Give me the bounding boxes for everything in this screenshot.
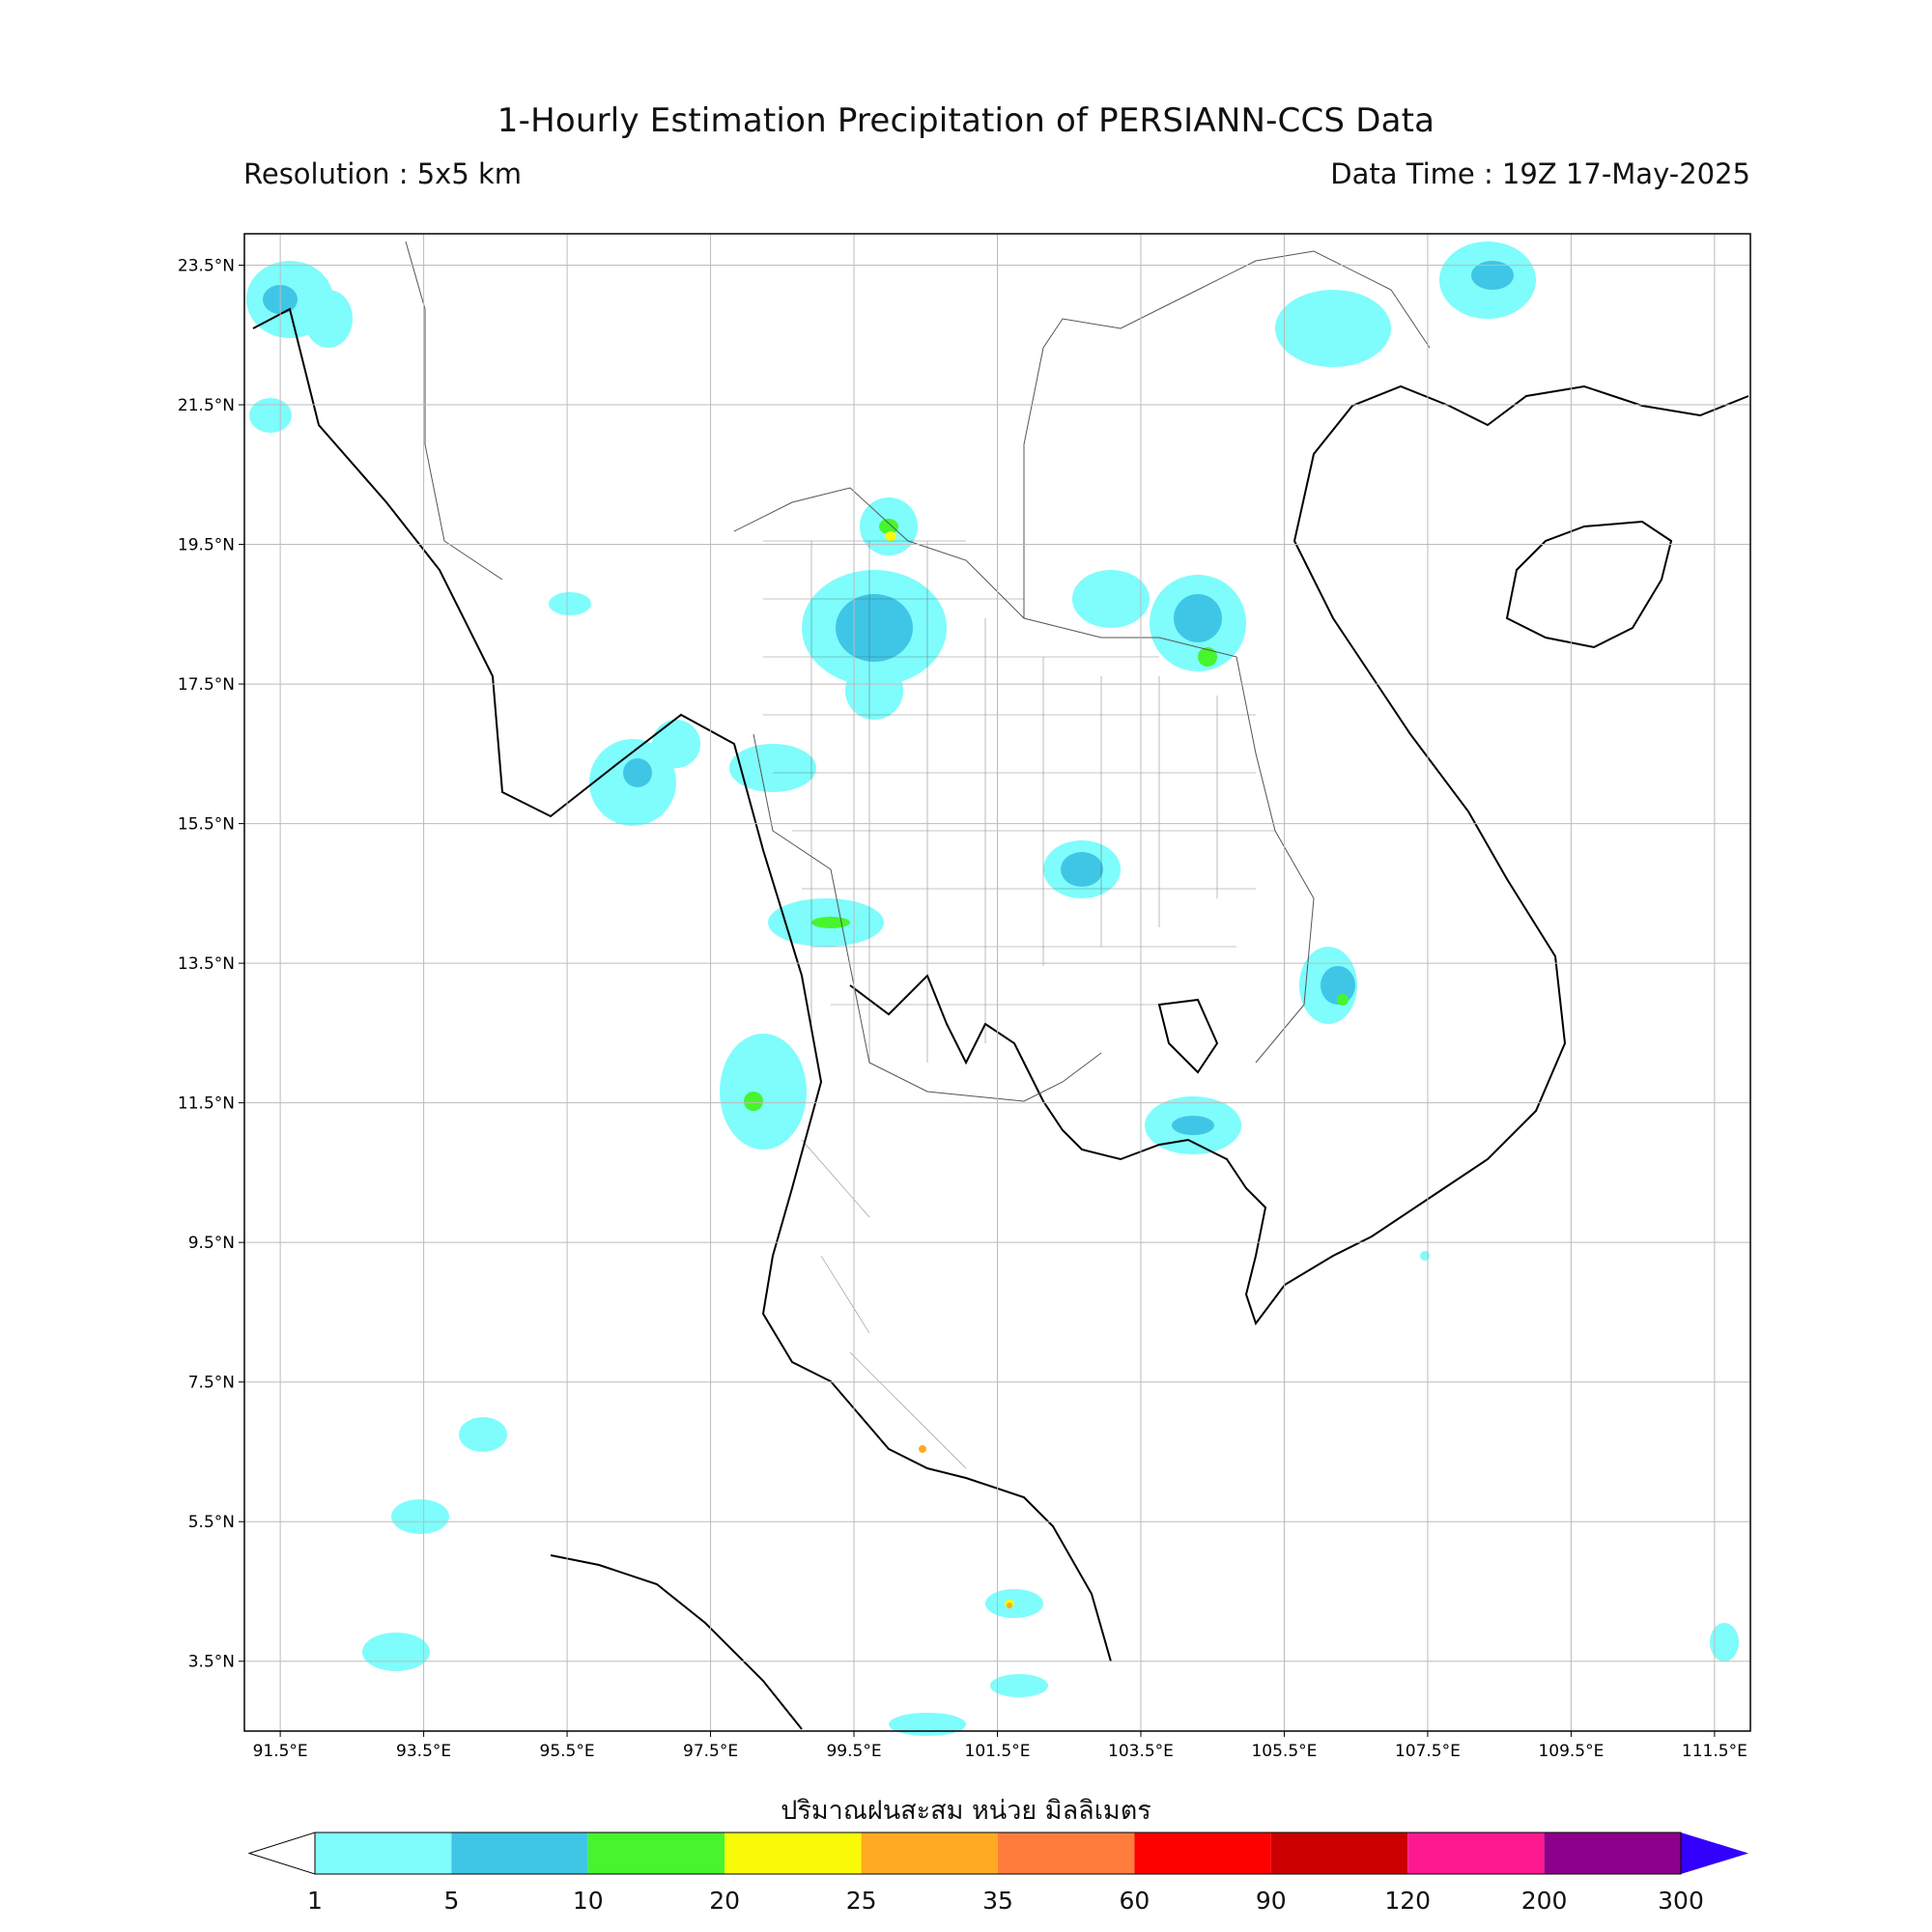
- precipitation-layer: [246, 242, 1739, 1736]
- lon-tick-label: 109.5°E: [1538, 1742, 1604, 1761]
- lon-tick-label: 91.5°E: [253, 1742, 308, 1761]
- coastline: [252, 307, 1749, 1730]
- lon-tick-label: 101.5°E: [965, 1742, 1031, 1761]
- province-borders: [763, 540, 1275, 1469]
- colorbar-over-arrow: [1681, 1833, 1748, 1874]
- lat-tick-label: 7.5°N: [188, 1374, 235, 1393]
- colorbar-tick-label: 5: [443, 1887, 460, 1915]
- colorbar-frame: [314, 1832, 1682, 1875]
- colorbar-swatch: [587, 1833, 725, 1874]
- lat-tick-label: 11.5°N: [178, 1094, 235, 1114]
- colorbar-swatch: [451, 1833, 588, 1874]
- colorbar-tick-label: 20: [709, 1887, 741, 1915]
- colorbar-under-arrow: [247, 1832, 316, 1875]
- lon-tick-label: 99.5°E: [826, 1742, 881, 1761]
- data-time-label: Data Time : 19Z 17-May-2025: [1330, 157, 1750, 190]
- lat-tick-label: 19.5°N: [178, 536, 235, 555]
- lon-tick-label: 111.5°E: [1682, 1742, 1747, 1761]
- colorbar-swatch: [1407, 1833, 1545, 1874]
- lat-tick-label: 15.5°N: [178, 815, 235, 835]
- lat-tick-label: 13.5°N: [178, 954, 235, 974]
- lat-tick-label: 23.5°N: [178, 257, 235, 276]
- lon-tick-label: 95.5°E: [540, 1742, 595, 1761]
- lat-tick-label: 21.5°N: [178, 396, 235, 415]
- lat-tick-label: 17.5°N: [178, 675, 235, 695]
- colorbar-tick-label: 60: [1119, 1887, 1151, 1915]
- colorbar-tick-label: 300: [1658, 1887, 1704, 1915]
- axis-ticks: 23.5°N 21.5°N 19.5°N 17.5°N 15.5°N 13.5°N 11.5…: [178, 257, 1747, 1761]
- colorbar-tick-label: 25: [845, 1887, 877, 1915]
- lon-tick-label: 93.5°E: [396, 1742, 451, 1761]
- colorbar-swatch: [1270, 1833, 1408, 1874]
- resolution-label: Resolution : 5x5 km: [243, 157, 523, 190]
- colorbar-swatch: [315, 1833, 452, 1874]
- map-title: 1-Hourly Estimation Precipitation of PER…: [497, 101, 1435, 140]
- lon-tick-label: 97.5°E: [683, 1742, 738, 1761]
- colorbar-swatch: [998, 1833, 1135, 1874]
- colorbar-swatch: [724, 1833, 862, 1874]
- lon-tick-label: 105.5°E: [1251, 1742, 1317, 1761]
- lat-tick-label: 3.5°N: [188, 1653, 235, 1672]
- lat-tick-label: 9.5°N: [188, 1234, 235, 1253]
- lat-tick-label: 5.5°N: [188, 1513, 235, 1532]
- colorbar-tick-label: 10: [572, 1887, 604, 1915]
- colorbar-tick-label: 90: [1255, 1887, 1287, 1915]
- colorbar-swatch: [861, 1833, 998, 1874]
- colorbar-title: ปริมาณฝนสะสม หน่วย มิลลิเมตร: [781, 1796, 1151, 1826]
- lon-tick-label: 107.5°E: [1395, 1742, 1461, 1761]
- colorbar-swatch: [1134, 1833, 1271, 1874]
- graticule: [244, 234, 1750, 1731]
- colorbar-tick-label: 1: [307, 1887, 323, 1915]
- colorbar-tick-label: 35: [982, 1887, 1013, 1915]
- colorbar-tick-label: 120: [1384, 1887, 1432, 1915]
- colorbar-swatch: [1544, 1833, 1681, 1874]
- lon-tick-label: 103.5°E: [1108, 1742, 1174, 1761]
- colorbar-tick-label: 200: [1520, 1887, 1568, 1915]
- colorbar: [247, 1832, 1748, 1875]
